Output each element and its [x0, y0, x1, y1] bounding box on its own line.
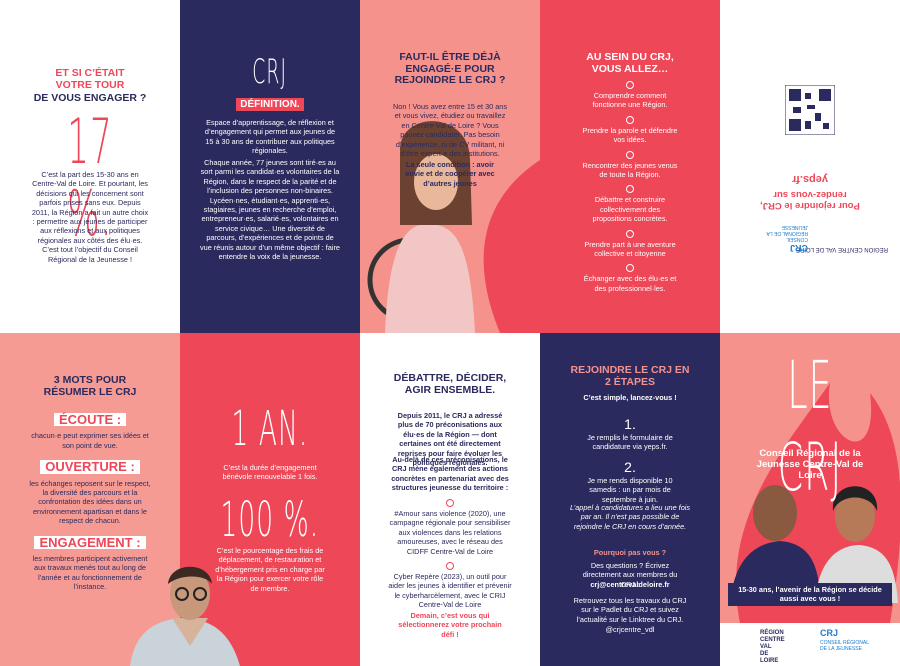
tagline: Pour rejoindre le CRJ, rendez-vous sur — [760, 189, 860, 212]
upside-down: RÉGION CENTRE VAL DE LOIRE CRJ CONSEIL R… — [720, 150, 900, 260]
heading: DÉFINITION. — [236, 98, 304, 111]
caption: 15-30 ans, l’avenir de la Région se déci… — [728, 583, 892, 606]
text: Non ! Vous avez entre 15 et 30 ans et vo… — [393, 102, 507, 159]
question: Pourquoi pas vous ? — [593, 548, 667, 557]
word-text: les membres participent activement aux t… — [32, 554, 148, 592]
example: #Amour sans violence (2020), une campagn… — [389, 509, 511, 556]
photo-man — [130, 566, 240, 666]
bullet — [626, 81, 634, 89]
item: Comprendre comment fonctionne une Région… — [592, 91, 668, 110]
example: Cyber Repère (2023), un outil pour aider… — [388, 572, 512, 610]
item: Prendre part à une aventure collective e… — [584, 239, 676, 259]
panel-engager: ET SI C’ÉTAIT VOTRE TOUR DE VOUS ENGAGER… — [0, 0, 180, 333]
panel-debattre: DÉBATTRE, DÉCIDER, AGIR ENSEMBLE. Depuis… — [360, 333, 540, 666]
stat: 1 AN. — [180, 401, 360, 458]
url: yeps.fr — [791, 173, 829, 185]
flame — [483, 160, 540, 333]
crj-sub: CONSEIL RÉGIONAL DE LA JEUNESSE — [820, 640, 869, 652]
item: Prendre la parole et défendre vos idées. — [582, 125, 678, 145]
text: C’est la durée d’engagement bénévole ren… — [222, 463, 318, 482]
logo-text: CRJ — [252, 52, 288, 92]
subtitle: Conseil Régional de la Jeunesse Centre-V… — [756, 448, 864, 481]
panel-cover: LE CRJ Conseil Régional de la Jeunesse C… — [720, 333, 900, 666]
text: C’est la part des 15-30 ans en Centre-Va… — [31, 170, 149, 264]
word-block: ENGAGEMENT : les membres participent acti… — [28, 535, 152, 592]
stat-text: 1 AN. — [231, 401, 309, 457]
closing: Demain, c’est vous qui sélectionnerez vo… — [398, 611, 502, 639]
steps: 1. Je remplis le formulaire de candidatur… — [540, 409, 720, 504]
qr-code — [785, 85, 835, 135]
word-block: ÉCOUTE : chacun·e peut exprimer ses idées… — [28, 413, 152, 450]
logo: CRJ — [180, 50, 360, 94]
cover-title: LE CRJ — [720, 345, 900, 509]
social-text: Retrouvez tous les travaux du CRJ sur le… — [573, 596, 687, 624]
step-number: 2. — [624, 458, 636, 475]
title: 3 MOTS POUR RÉSUMER LE CRJ — [43, 374, 137, 398]
title: FAUT-IL ÊTRE DÉJÀ ENGAGÉ·E POUR REJOINDR… — [394, 51, 506, 86]
title: AU SEIN DU CRJ, VOUS ALLEZ… — [586, 51, 674, 75]
word-block: OUVERTURE : les échanges reposent sur le … — [28, 460, 152, 525]
note: L’appel à candidatures a lieu une fois p… — [569, 503, 691, 531]
decor — [367, 121, 540, 333]
photo-woman — [367, 121, 475, 333]
item: Débattre et construire collectivement de… — [592, 195, 668, 224]
title: ET SI C’ÉTAIT — [55, 67, 125, 79]
email: crj@centrevaldeloire.fr — [590, 580, 670, 589]
handle: @crjcentre_vdl — [605, 625, 655, 634]
panel-back: RÉGION CENTRE VAL DE LOIRE CRJ CONSEIL R… — [720, 0, 900, 333]
items: Comprendre comment fonctionne une Région… — [540, 75, 720, 293]
paragraph: Au-delà de ces préconisations, le CRJ mè… — [391, 455, 509, 493]
bullet — [446, 562, 454, 571]
panel-faut-il: FAUT-IL ÊTRE DÉJÀ ENGAGÉ·E POUR REJOINDR… — [360, 0, 540, 333]
paragraph: Espace d’apprentissage, de réflexion et … — [204, 118, 336, 156]
word: ÉCOUTE : — [53, 413, 127, 427]
title: REJOINDRE LE CRJ EN 2 ÉTAPES — [570, 364, 690, 388]
word-text: chacun·e peut exprimer ses idées et son … — [31, 431, 149, 450]
intro: C’est simple, lancez-vous ! — [583, 393, 677, 402]
words: ÉCOUTE : chacun·e peut exprimer ses idées… — [0, 413, 180, 602]
bullet — [446, 499, 454, 507]
crj-sub: CONSEIL RÉGIONAL DE LA JEUNESSE — [766, 224, 808, 242]
panel-chiffres: 1 AN. C’est la durée d’engagement bénévo… — [180, 333, 360, 666]
stat: 17 %. — [0, 106, 180, 250]
word: OUVERTURE : — [40, 460, 140, 474]
contact: Des questions ? Écrivez directement aux … — [582, 561, 678, 589]
paragraph: Chaque année, 77 jeunes sont tiré·es au … — [200, 158, 340, 262]
word: ENGAGEMENT : — [34, 535, 146, 550]
paragraph: Depuis 2011, le CRJ a adressé plus de 70… — [397, 411, 503, 468]
panel-rejoindre: REJOINDRE LE CRJ EN 2 ÉTAPES C’est simpl… — [540, 333, 720, 666]
step-number: 1. — [624, 416, 636, 432]
panel-definition: CRJ DÉFINITION. Espace d’apprentissage, … — [180, 0, 360, 333]
panel-au-sein: AU SEIN DU CRJ, VOUS ALLEZ… Comprendre c… — [540, 0, 720, 333]
step-text: Je remplis le formulaire de candidature … — [587, 433, 673, 452]
stat-text: 100 %. — [220, 492, 320, 548]
stat-text: 17 %. — [67, 105, 113, 250]
region-logo: RÉGION CENTRE VAL DE LOIRE — [760, 630, 785, 664]
panel-mots: 3 MOTS POUR RÉSUMER LE CRJ ÉCOUTE : chacu… — [0, 333, 180, 666]
bullet — [626, 115, 634, 124]
crj-logo: CRJ — [820, 628, 839, 638]
bullet — [626, 150, 634, 159]
bullet — [626, 185, 634, 194]
bullet — [626, 264, 634, 273]
title: VOTRE TOUR — [55, 79, 125, 91]
title: DE VOUS ENGAGER ? — [33, 92, 147, 104]
title: DÉBATTRE, DÉCIDER, AGIR ENSEMBLE. — [393, 372, 507, 396]
cover-title-text: LE CRJ — [777, 347, 843, 506]
examples: #Amour sans violence (2020), une campagn… — [360, 493, 540, 614]
item: Échanger avec des élu·es et des professi… — [583, 274, 677, 293]
heading-wrap: DÉFINITION. — [180, 98, 360, 111]
text: C’est le pourcentage des frais de déplac… — [215, 546, 325, 593]
bullet — [626, 229, 634, 238]
crj-logo: CRJ — [789, 243, 808, 253]
stat: 100 %. — [180, 485, 360, 556]
step-text: Je me rends disponible 10 samedis : un p… — [587, 475, 673, 504]
condition: La seule condition : avoir envie et de c… — [405, 160, 495, 188]
word-text: les échanges reposent sur le respect, la… — [29, 478, 151, 526]
item: Rencontrer des jeunes venus de toute la … — [582, 160, 678, 180]
